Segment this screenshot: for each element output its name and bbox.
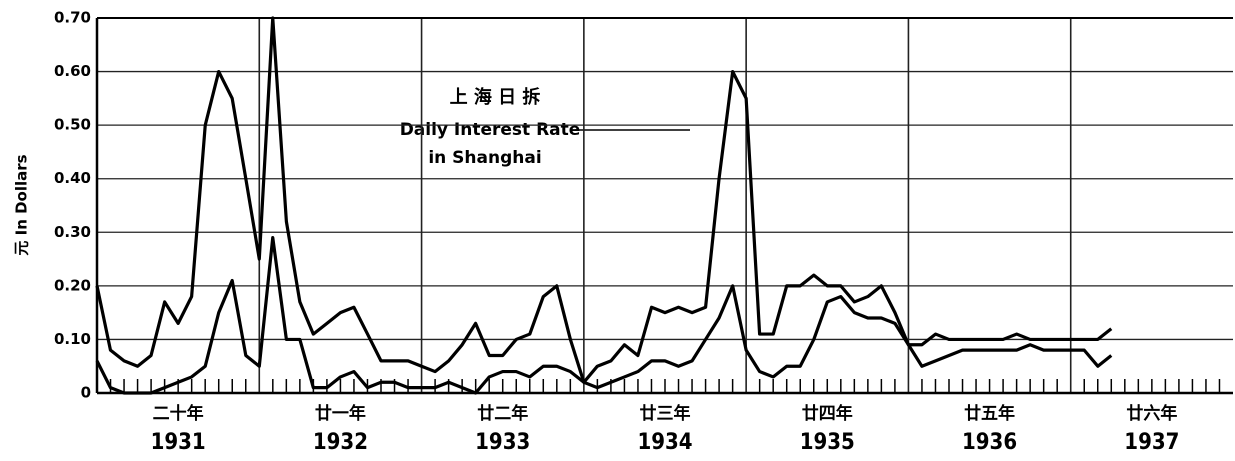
- x-tick-label: 1934: [637, 430, 692, 455]
- y-tick-label: 0.10: [54, 330, 91, 348]
- y-tick-label: 0.20: [54, 276, 91, 294]
- y-tick-label: 0: [81, 384, 91, 402]
- x-tick-label: 1931: [151, 430, 206, 455]
- annotation: in Shanghai: [428, 148, 541, 168]
- y-tick-label: 0.50: [54, 116, 91, 134]
- y-tick-label: 0.70: [54, 9, 91, 27]
- x-tick-label-zh: 廿三年: [640, 403, 691, 424]
- x-tick-label: 1933: [475, 430, 530, 455]
- y-tick-label: 0.60: [54, 62, 91, 80]
- x-tick-label: 1935: [800, 430, 855, 455]
- line-series: [95, 236, 1113, 395]
- annotation-zh: 上 海 日 拆: [450, 86, 541, 108]
- y-tick-label: 0.30: [54, 223, 91, 241]
- y-tick-label: 0.40: [54, 169, 91, 187]
- x-tick-label-zh: 二十年: [153, 403, 204, 424]
- y-axis-label: 元 In Dollars: [13, 154, 31, 255]
- x-tick-label-zh: 廿六年: [1126, 403, 1177, 424]
- annotation: Daily Interest Rate: [400, 120, 581, 140]
- x-tick-label-zh: 廿二年: [477, 403, 528, 424]
- x-tick-label: 1932: [313, 430, 368, 455]
- x-tick-label-zh: 廿五年: [964, 403, 1015, 424]
- line-series: [95, 16, 1113, 384]
- x-tick-label-zh: 廿一年: [315, 403, 366, 424]
- x-tick-label: 1936: [962, 430, 1017, 455]
- x-tick-label: 1937: [1124, 430, 1179, 455]
- x-tick-label-zh: 廿四年: [802, 403, 853, 424]
